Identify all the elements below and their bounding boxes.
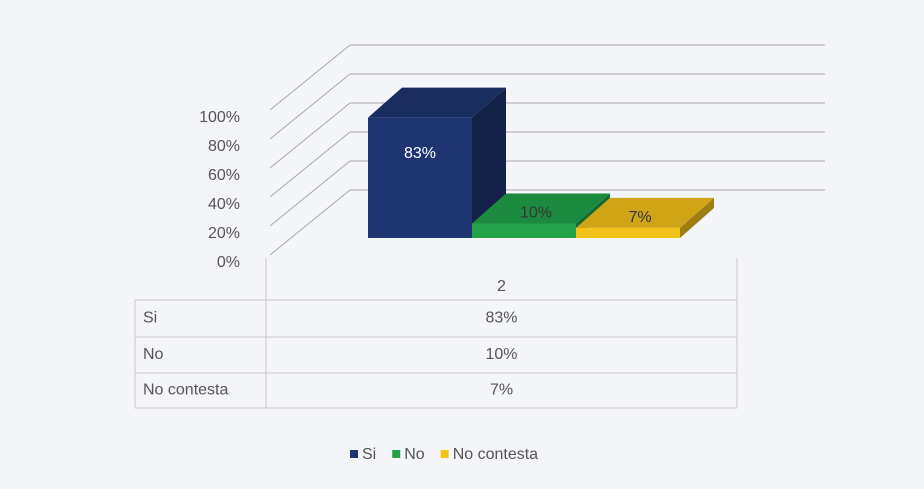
grid-line bbox=[269, 44, 351, 111]
y-tick-label: 60% bbox=[208, 167, 240, 184]
legend-swatch bbox=[392, 450, 401, 458]
bar-top bbox=[472, 193, 610, 224]
y-tick-label: 40% bbox=[208, 196, 240, 213]
legend-label: No contesta bbox=[453, 446, 538, 463]
table-cell: 10% bbox=[485, 346, 517, 363]
table-cell: 83% bbox=[485, 310, 517, 327]
legend-swatch bbox=[440, 450, 449, 458]
y-tick-label: 80% bbox=[208, 138, 240, 155]
bar-side bbox=[472, 87, 506, 239]
data-label: 83% bbox=[404, 145, 436, 162]
bar bbox=[472, 223, 576, 238]
table-row-label: No bbox=[143, 346, 164, 363]
legend-label: No bbox=[404, 446, 425, 463]
grid-line bbox=[269, 73, 351, 140]
table-cell: 7% bbox=[490, 382, 513, 399]
grid-line bbox=[269, 160, 351, 227]
y-tick-label: 0% bbox=[217, 254, 240, 271]
grid-line bbox=[269, 102, 351, 169]
grid-line bbox=[269, 189, 351, 256]
bar bbox=[368, 117, 472, 238]
legend-label: Si bbox=[362, 446, 376, 463]
y-tick-label: 100% bbox=[199, 109, 240, 126]
table-header: 2 bbox=[497, 278, 506, 295]
table-row-label: Si bbox=[143, 310, 157, 327]
grid-line bbox=[269, 131, 351, 198]
legend-swatch bbox=[350, 450, 358, 458]
y-tick-label: 20% bbox=[208, 225, 240, 242]
bar bbox=[576, 227, 680, 238]
bar-side bbox=[680, 197, 714, 238]
bar-top bbox=[576, 197, 714, 228]
data-label: 7% bbox=[628, 209, 651, 226]
table-row-label: No contesta bbox=[143, 382, 228, 399]
bar-top bbox=[368, 87, 506, 118]
data-label: 10% bbox=[520, 205, 552, 222]
